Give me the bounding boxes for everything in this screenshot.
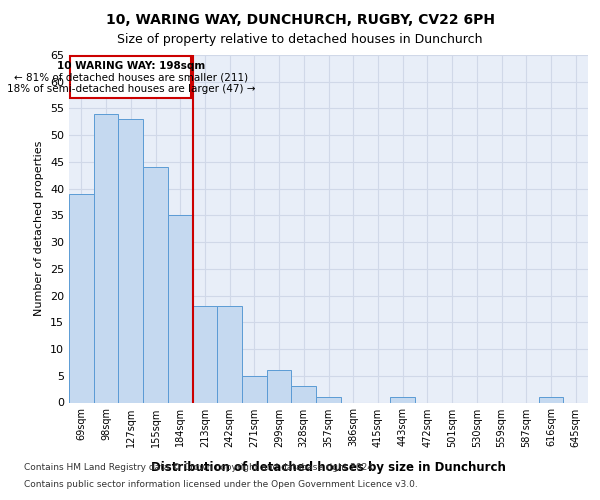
Text: Contains public sector information licensed under the Open Government Licence v3: Contains public sector information licen… [24, 480, 418, 489]
Text: 10 WARING WAY: 198sqm: 10 WARING WAY: 198sqm [56, 62, 205, 72]
Bar [217, 306, 242, 402]
Text: ← 81% of detached houses are smaller (211): ← 81% of detached houses are smaller (21… [14, 72, 248, 82]
Bar [292, 386, 316, 402]
Bar [242, 376, 267, 402]
Bar [94, 114, 118, 403]
Bar [316, 397, 341, 402]
Text: 18% of semi-detached houses are larger (47) →: 18% of semi-detached houses are larger (… [7, 84, 255, 94]
Bar [390, 397, 415, 402]
Bar [143, 168, 168, 402]
Y-axis label: Number of detached properties: Number of detached properties [34, 141, 44, 316]
FancyBboxPatch shape [70, 56, 191, 98]
Text: Contains HM Land Registry data © Crown copyright and database right 2024.: Contains HM Land Registry data © Crown c… [24, 462, 376, 471]
Text: Size of property relative to detached houses in Dunchurch: Size of property relative to detached ho… [117, 32, 483, 46]
Bar [118, 119, 143, 403]
Bar [267, 370, 292, 402]
Bar [539, 397, 563, 402]
Bar [168, 216, 193, 402]
Text: 10, WARING WAY, DUNCHURCH, RUGBY, CV22 6PH: 10, WARING WAY, DUNCHURCH, RUGBY, CV22 6… [106, 12, 494, 26]
Bar [69, 194, 94, 402]
Bar [193, 306, 217, 402]
X-axis label: Distribution of detached houses by size in Dunchurch: Distribution of detached houses by size … [151, 460, 506, 473]
